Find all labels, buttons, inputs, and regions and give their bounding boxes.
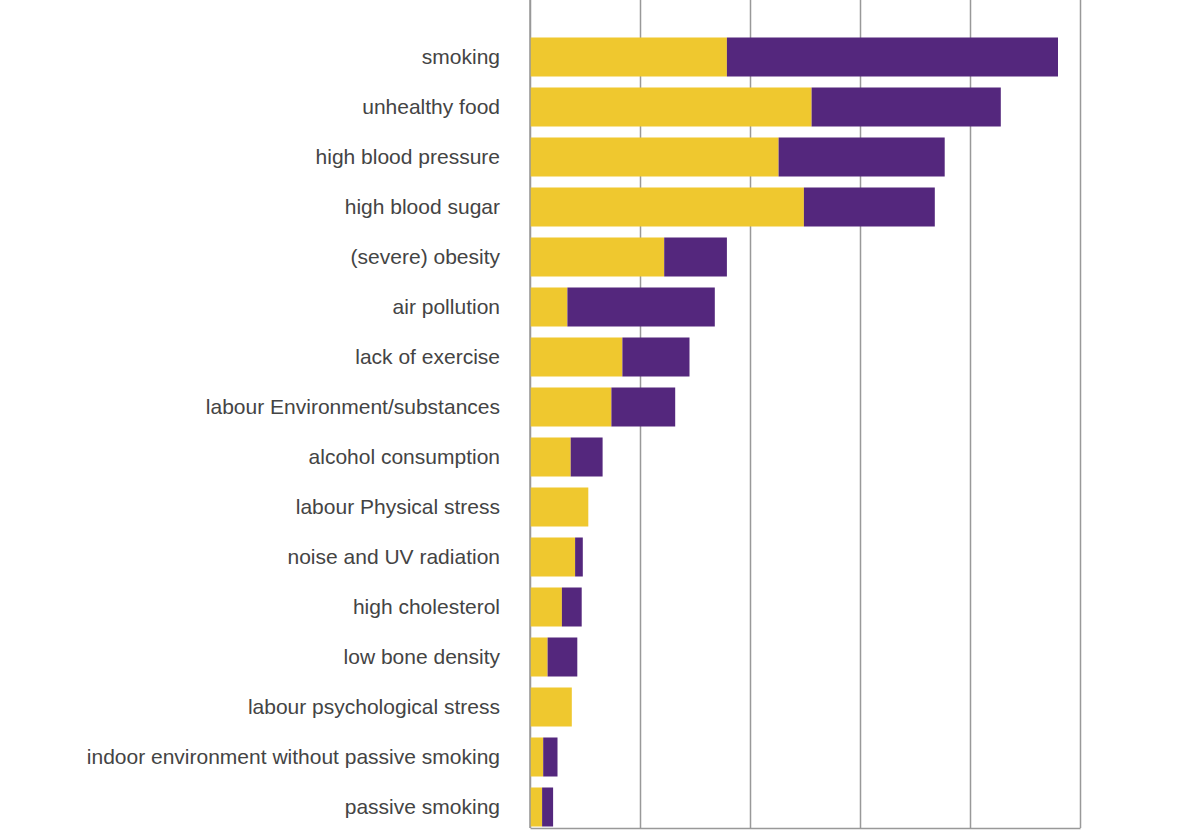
category-label: labour psychological stress: [248, 695, 500, 718]
y-tick: (severe) obesity: [351, 245, 501, 268]
y-tick: labour Physical stress: [296, 495, 500, 518]
bar: [530, 638, 548, 677]
bar: [530, 238, 664, 277]
category-label: alcohol consumption: [309, 445, 500, 468]
category-label: labour Environment/substances: [206, 395, 500, 418]
bar: [530, 738, 543, 777]
y-tick: passive smoking: [345, 795, 500, 818]
series: [542, 38, 1058, 827]
bar: [548, 638, 578, 677]
category-label: unhealthy food: [362, 95, 500, 118]
category-label: high cholesterol: [353, 595, 500, 618]
bar: [567, 288, 714, 327]
bar: [530, 338, 622, 377]
category-label: noise and UV radiation: [288, 545, 500, 568]
bar: [622, 338, 689, 377]
category-label: lack of exercise: [355, 345, 500, 368]
y-tick: smoking: [422, 45, 500, 68]
bar: [664, 238, 727, 277]
y-tick: unhealthy food: [362, 95, 500, 118]
y-tick: high blood sugar: [345, 195, 500, 218]
grid-line: [1080, 0, 1082, 828]
bar: [530, 588, 562, 627]
bar: [530, 788, 542, 827]
bar: [727, 38, 1058, 77]
bars: [530, 38, 1058, 827]
bar: [530, 88, 812, 127]
bar: [575, 538, 583, 577]
category-label: high blood pressure: [316, 145, 500, 168]
chart: smoking unhealthy food high blood pressure…: [0, 0, 1200, 835]
bar: [804, 188, 935, 227]
bar: [530, 138, 779, 177]
x-axis: [531, 0, 1081, 829]
y-axis-line: [529, 0, 531, 828]
bar: [530, 288, 567, 327]
x-axis-line: [531, 828, 1081, 830]
series: [530, 38, 812, 827]
bar: [812, 88, 1001, 127]
y-tick: alcohol consumption: [309, 445, 500, 468]
bar: [530, 488, 588, 527]
bar: [779, 138, 945, 177]
category-label: high blood sugar: [345, 195, 500, 218]
bar: [571, 688, 572, 727]
bar: [530, 38, 727, 77]
y-tick: high blood pressure: [316, 145, 500, 168]
x-tick: [1080, 0, 1081, 828]
y-axis: smoking unhealthy food high blood pressure…: [87, 0, 530, 828]
category-label: low bone density: [344, 645, 501, 668]
category-label: (severe) obesity: [351, 245, 501, 268]
bar: [571, 438, 603, 477]
bar: [530, 188, 804, 227]
y-tick: air pollution: [393, 295, 500, 318]
bar: [530, 688, 572, 727]
y-tick: labour psychological stress: [248, 695, 500, 718]
y-tick: low bone density: [344, 645, 501, 668]
bar: [530, 388, 611, 427]
category-label: passive smoking: [345, 795, 500, 818]
bar: [588, 488, 589, 527]
bar: [562, 588, 582, 627]
y-tick: labour Environment/substances: [206, 395, 500, 418]
y-tick: indoor environment without passive smoki…: [87, 745, 500, 768]
category-label: smoking: [422, 45, 500, 68]
category-label: labour Physical stress: [296, 495, 500, 518]
y-tick: high cholesterol: [353, 595, 500, 618]
bar: [542, 788, 553, 827]
bar: [611, 388, 675, 427]
bar: [530, 438, 571, 477]
category-label: air pollution: [393, 295, 500, 318]
y-tick: lack of exercise: [355, 345, 500, 368]
bar: [543, 738, 557, 777]
category-label: indoor environment without passive smoki…: [87, 745, 500, 768]
bar: [530, 538, 575, 577]
y-tick: noise and UV radiation: [288, 545, 500, 568]
